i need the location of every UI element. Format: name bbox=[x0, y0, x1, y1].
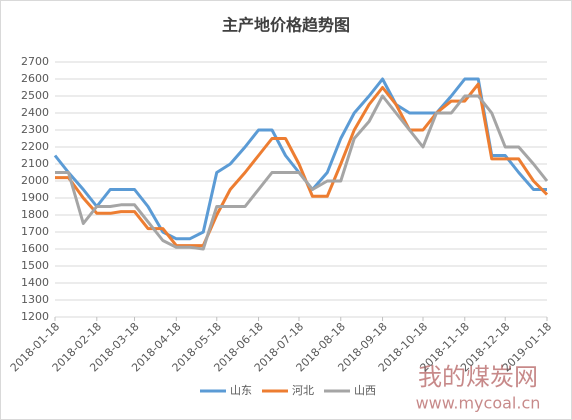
y-tick-label: 2000 bbox=[21, 174, 49, 187]
y-tick-label: 2400 bbox=[21, 106, 49, 119]
chart-title: 主产地价格趋势图 bbox=[222, 16, 350, 35]
y-tick-label: 2700 bbox=[21, 55, 49, 68]
line-series bbox=[55, 94, 549, 251]
y-tick-label: 1800 bbox=[21, 208, 49, 221]
y-tick-label: 1300 bbox=[21, 293, 49, 306]
y-tick-label: 1600 bbox=[21, 242, 49, 255]
y-tick-label: 1700 bbox=[21, 225, 49, 238]
y-tick-label: 2100 bbox=[21, 157, 49, 170]
legend-item: 山东 bbox=[200, 384, 252, 397]
y-tick-label: 2600 bbox=[21, 72, 49, 85]
y-tick-label: 1200 bbox=[21, 310, 49, 323]
y-tick-label: 2500 bbox=[21, 89, 49, 102]
y-tick-label: 1500 bbox=[21, 259, 49, 272]
watermark: www.mycoal.cn bbox=[416, 394, 541, 413]
y-tick-label: 2300 bbox=[21, 123, 49, 136]
line-series bbox=[55, 82, 549, 248]
legend-item: 山西 bbox=[324, 384, 376, 397]
watermark: 我的煤炭网 bbox=[418, 363, 538, 391]
y-tick-label: 1900 bbox=[21, 191, 49, 204]
y-tick-label: 1400 bbox=[21, 276, 49, 289]
legend-label: 山东 bbox=[230, 384, 252, 397]
legend-item: 河北 bbox=[262, 384, 314, 397]
legend-label: 山西 bbox=[354, 384, 376, 397]
legend-label: 河北 bbox=[292, 384, 314, 397]
y-tick-label: 2200 bbox=[21, 140, 49, 153]
